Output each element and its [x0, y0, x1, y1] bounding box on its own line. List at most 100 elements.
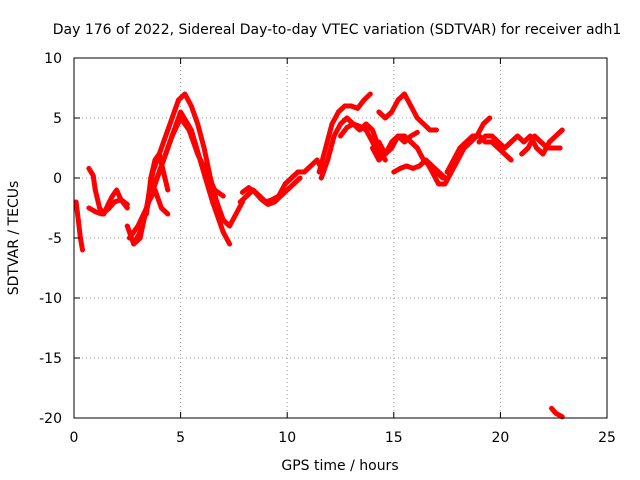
data-point — [444, 169, 450, 175]
data-point — [482, 139, 488, 145]
data-point — [397, 165, 403, 171]
data-point — [348, 103, 354, 109]
data-point — [416, 163, 422, 169]
data-point — [476, 139, 482, 145]
data-point — [544, 145, 550, 151]
data-point — [314, 157, 320, 163]
data-point — [329, 121, 335, 127]
data-point — [495, 145, 501, 151]
data-point — [338, 133, 343, 139]
data-point — [442, 181, 448, 187]
data-point — [470, 133, 476, 139]
series-line — [144, 151, 171, 217]
data-point — [551, 145, 557, 151]
data-point — [495, 139, 501, 145]
data-point — [376, 109, 382, 115]
data-point — [382, 157, 388, 163]
data-point — [342, 103, 348, 109]
data-point — [401, 133, 407, 139]
y-tick-label: 5 — [53, 111, 62, 127]
data-point — [146, 199, 152, 205]
data-point — [502, 145, 508, 151]
data-point — [489, 139, 495, 145]
data-point — [99, 211, 105, 217]
data-point — [165, 187, 171, 193]
data-point — [244, 193, 250, 199]
x-tick-label: 5 — [176, 430, 185, 446]
data-point — [525, 145, 531, 151]
x-tick-label: 0 — [70, 430, 79, 446]
data-point — [391, 169, 397, 175]
y-tick-label: 10 — [44, 51, 62, 67]
data-point — [163, 133, 169, 139]
series-line — [131, 109, 233, 247]
data-point — [367, 91, 373, 97]
data-point — [450, 157, 456, 163]
data-point — [344, 115, 350, 121]
x-tick-label: 25 — [598, 430, 616, 446]
data-point — [265, 201, 271, 207]
data-point — [158, 205, 164, 211]
data-point — [382, 151, 388, 157]
y-tick-label: -15 — [39, 351, 62, 367]
data-point — [436, 169, 442, 175]
series-line — [239, 175, 303, 207]
data-point — [559, 127, 565, 133]
y-tick-label: -5 — [48, 231, 62, 247]
data-point — [233, 211, 239, 217]
data-point — [271, 199, 277, 205]
data-point — [502, 151, 508, 157]
data-point — [344, 125, 350, 131]
data-point — [154, 175, 160, 181]
data-point — [433, 127, 439, 133]
data-point — [546, 139, 552, 145]
data-point — [480, 121, 486, 127]
data-point — [126, 235, 132, 241]
series-track-1 — [73, 199, 85, 253]
data-point — [410, 165, 416, 171]
data-point — [414, 115, 420, 121]
data-point — [124, 201, 130, 207]
data-point — [220, 229, 226, 235]
data-point — [239, 189, 245, 195]
data-point — [220, 193, 226, 199]
data-point — [278, 193, 284, 199]
data-point — [139, 223, 145, 229]
data-point — [80, 247, 86, 253]
series-track-14 — [376, 91, 439, 133]
y-tick-label: 0 — [53, 171, 62, 187]
data-point — [201, 145, 207, 151]
data-point — [291, 181, 297, 187]
data-point — [423, 157, 429, 163]
data-point — [118, 197, 124, 203]
data-point — [195, 121, 201, 127]
data-point — [427, 127, 433, 133]
data-point — [282, 181, 288, 187]
data-point — [335, 109, 341, 115]
data-point — [395, 133, 401, 139]
data-point — [212, 187, 218, 193]
data-point — [92, 187, 98, 193]
series-track-10 — [239, 175, 303, 207]
data-point — [338, 121, 343, 127]
data-point — [463, 139, 469, 145]
data-point — [178, 109, 184, 115]
data-point — [252, 189, 258, 195]
data-point — [318, 175, 324, 181]
data-point — [553, 133, 559, 139]
data-point — [363, 121, 369, 127]
series-track-8 — [139, 187, 171, 229]
data-point — [389, 109, 395, 115]
series-track-6 — [131, 109, 233, 247]
data-point — [369, 145, 375, 151]
data-point — [369, 127, 375, 133]
data-point — [237, 199, 243, 205]
data-point — [476, 133, 482, 139]
data-point — [487, 115, 493, 121]
data-point — [131, 241, 137, 247]
data-point — [308, 163, 314, 169]
data-point — [482, 133, 488, 139]
data-point — [169, 115, 175, 121]
data-point — [357, 123, 363, 129]
data-point — [86, 165, 92, 171]
